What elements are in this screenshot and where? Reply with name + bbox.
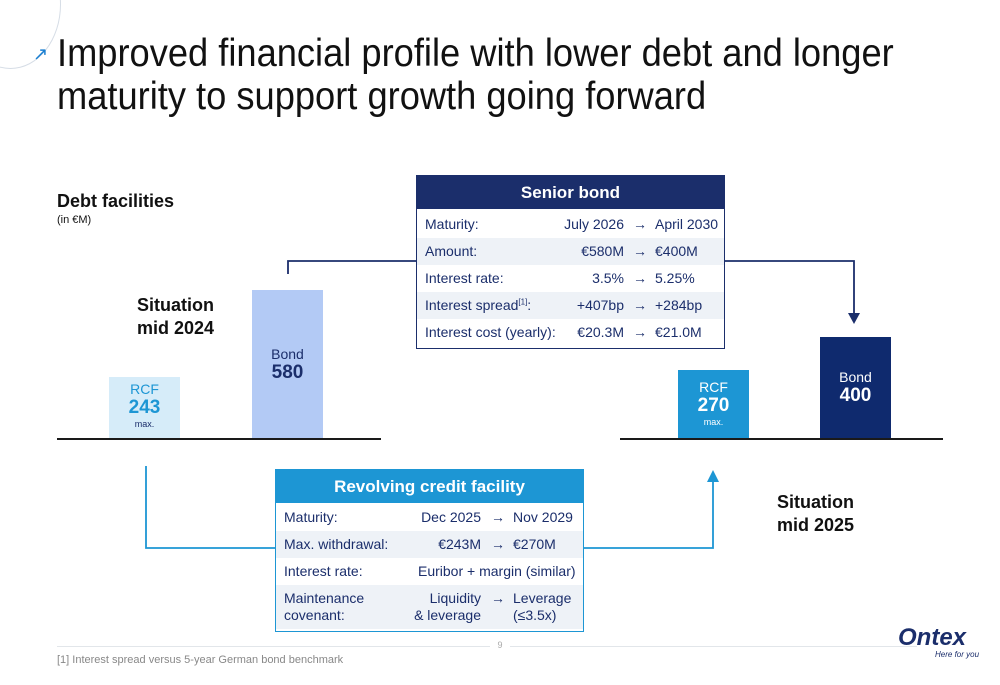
- arrow-right-icon: →: [633, 297, 647, 313]
- title-arrow-icon: ↗: [33, 44, 49, 64]
- bar-rcf-2025-note: max.: [703, 417, 724, 427]
- bar-bond-2024-value: 580: [271, 362, 304, 383]
- footnote: [1] Interest spread versus 5-year German…: [57, 654, 344, 666]
- senior-bond-maturity-to: April 2030: [655, 216, 719, 232]
- bar-rcf-2024-value: 243: [128, 397, 161, 418]
- bar-bond-2024: Bond 580: [252, 290, 323, 439]
- rcf-covenant-label-line1: Maintenance: [284, 590, 365, 606]
- senior-bond-amount-label: Amount:: [425, 243, 478, 259]
- bar-rcf-2025-label: RCF: [699, 379, 728, 395]
- ontex-logo: Ontex: [898, 624, 967, 651]
- arrow-right-icon: →: [491, 590, 505, 606]
- situation-2025-label: Situation mid 2025: [777, 491, 854, 537]
- rcf-row-interest-rate: Interest rate: Euribor + margin (similar…: [276, 558, 583, 585]
- senior-bond-table: Senior bond Maturity: July 2026 → April …: [416, 175, 725, 349]
- arrow-right-icon: →: [633, 243, 647, 259]
- arrow-right-icon: →: [633, 270, 647, 286]
- senior-bond-row-interest-cost: Interest cost (yearly): €20.3M → €21.0M: [417, 319, 724, 346]
- senior-bond-maturity-from: July 2026: [564, 216, 624, 232]
- rcf-maturity-to: Nov 2029: [513, 509, 573, 525]
- situation-2024-label: Situation mid 2024: [137, 294, 214, 340]
- senior-bond-interest-spread-text: Interest spread: [425, 297, 519, 313]
- senior-bond-interest-rate-to: 5.25%: [655, 270, 695, 286]
- page-title: Improved financial profile with lower de…: [57, 32, 894, 118]
- rcf-max-withdrawal-from: €243M: [438, 536, 481, 552]
- rcf-interest-rate-value: Euribor + margin (similar): [418, 563, 576, 579]
- senior-bond-row-interest-spread: Interest spread[1]: +407bp → +284bp: [417, 292, 724, 319]
- rcf-interest-rate-label: Interest rate:: [284, 563, 363, 579]
- rcf-row-max-withdrawal: Max. withdrawal: €243M → €270M: [276, 531, 583, 558]
- logo-tagline: Here for you: [935, 650, 980, 659]
- baseline-2025: [620, 438, 943, 440]
- senior-bond-header: Senior bond: [417, 176, 724, 209]
- senior-bond-amount-to: €400M: [655, 243, 698, 259]
- rcf-max-withdrawal-to: €270M: [513, 536, 556, 552]
- rcf-header: Revolving credit facility: [276, 470, 583, 503]
- rcf-row-maturity: Maturity: Dec 2025 → Nov 2029: [276, 504, 583, 531]
- baseline-2024: [57, 438, 381, 440]
- bar-bond-2025-value: 400: [839, 385, 872, 406]
- senior-bond-connector-right: [724, 260, 855, 315]
- senior-bond-interest-rate-label: Interest rate:: [425, 270, 504, 286]
- debt-facilities-unit: (in €M): [57, 214, 92, 226]
- rcf-row-covenant: Maintenance covenant: Liquidity & levera…: [276, 585, 583, 629]
- rcf-covenant-label: Maintenance covenant:: [284, 590, 364, 624]
- bar-rcf-2024-note: max.: [134, 419, 155, 429]
- situation-2025-line1: Situation: [777, 492, 854, 512]
- senior-bond-row-amount: Amount: €580M → €400M: [417, 238, 724, 265]
- rcf-covenant-from: Liquidity & leverage: [414, 590, 481, 624]
- bar-rcf-2024-label: RCF: [130, 381, 159, 397]
- rcf-maturity-label: Maturity:: [284, 509, 338, 525]
- situation-2025-line2: mid 2025: [777, 515, 855, 535]
- footnote-ref: [1]: [518, 297, 528, 307]
- senior-bond-interest-spread-from: +407bp: [576, 297, 624, 313]
- rcf-covenant-from-line1: Liquidity: [429, 590, 481, 606]
- senior-bond-arrowhead-icon: [848, 313, 860, 324]
- rcf-connector-left: [145, 466, 276, 549]
- bar-bond-2025-label: Bond: [839, 369, 872, 385]
- page-number: 9: [490, 640, 510, 650]
- footer-divider: [57, 646, 917, 647]
- arrow-right-icon: →: [491, 536, 505, 552]
- rcf-arrowhead-icon: [707, 470, 719, 482]
- rcf-max-withdrawal-label: Max. withdrawal:: [284, 536, 389, 552]
- arrow-right-icon: →: [633, 324, 647, 340]
- senior-bond-amount-from: €580M: [581, 243, 624, 259]
- rcf-covenant-from-line2: & leverage: [414, 607, 481, 623]
- bar-bond-2025: Bond 400: [820, 337, 891, 439]
- senior-bond-interest-cost-to: €21.0M: [655, 324, 702, 340]
- senior-bond-maturity-label: Maturity:: [425, 216, 479, 232]
- bar-bond-2024-label: Bond: [271, 346, 304, 362]
- senior-bond-interest-rate-from: 3.5%: [592, 270, 624, 286]
- senior-bond-interest-cost-label: Interest cost (yearly):: [425, 324, 556, 340]
- senior-bond-connector-left: [287, 260, 417, 274]
- debt-facilities-heading: Debt facilities: [57, 191, 175, 211]
- senior-bond-row-maturity: Maturity: July 2026 → April 2030: [417, 211, 724, 238]
- arrow-right-icon: →: [491, 509, 505, 525]
- rcf-maturity-from: Dec 2025: [421, 509, 481, 525]
- bar-rcf-2025: RCF 270 max.: [678, 370, 749, 439]
- senior-bond-interest-spread-colon: :: [527, 297, 532, 313]
- senior-bond-interest-spread-to: +284bp: [655, 297, 703, 313]
- senior-bond-interest-spread-label: Interest spread[1]:: [425, 292, 531, 319]
- rcf-covenant-to-line1: Leverage: [513, 590, 572, 606]
- senior-bond-interest-cost-from: €20.3M: [577, 324, 624, 340]
- rcf-covenant-to: Leverage (≤3.5x): [513, 590, 571, 624]
- rcf-table: Revolving credit facility Maturity: Dec …: [275, 469, 584, 632]
- rcf-connector-right: [583, 480, 714, 549]
- senior-bond-row-interest-rate: Interest rate: 3.5% → 5.25%: [417, 265, 724, 292]
- arrow-right-icon: →: [633, 216, 647, 232]
- rcf-covenant-label-line2: covenant:: [284, 607, 345, 623]
- situation-2024-line1: Situation: [137, 295, 214, 315]
- rcf-covenant-to-line2: (≤3.5x): [513, 607, 557, 623]
- situation-2024-line2: mid 2024: [137, 318, 215, 338]
- bar-rcf-2024: RCF 243 max.: [109, 377, 180, 439]
- bar-rcf-2025-value: 270: [697, 395, 730, 416]
